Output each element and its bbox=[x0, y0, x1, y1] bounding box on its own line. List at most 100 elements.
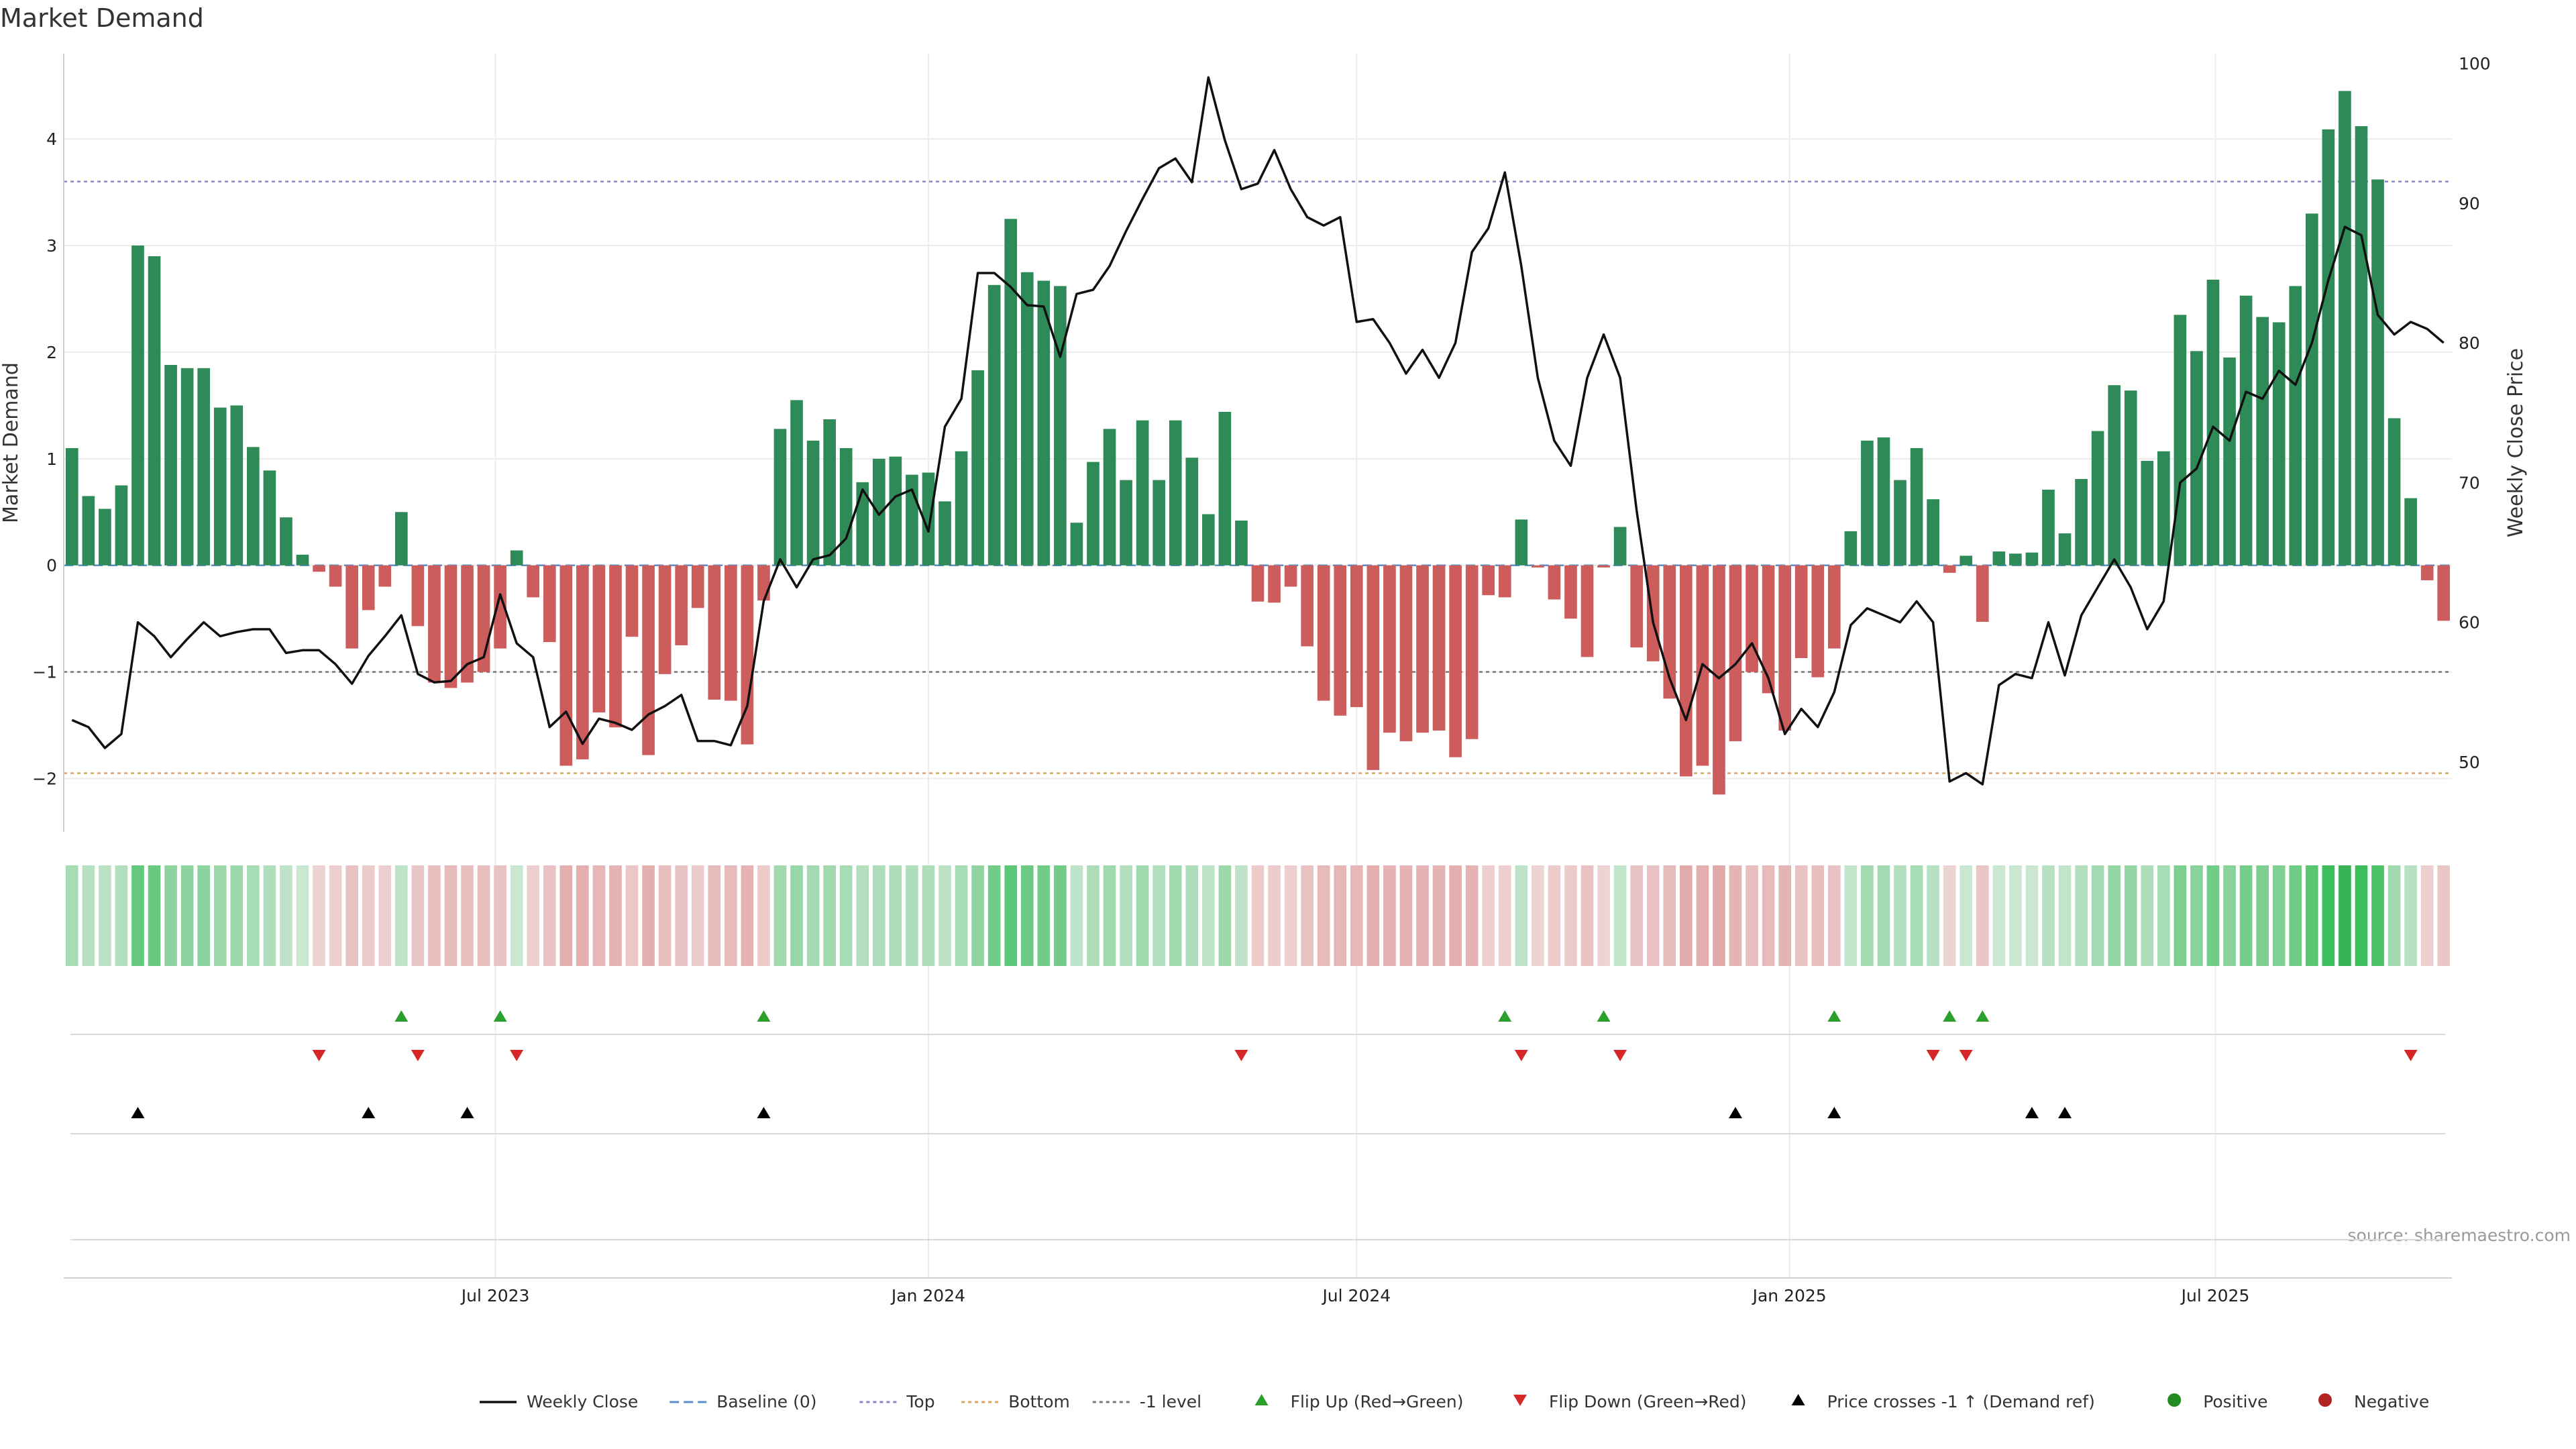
signal-marker bbox=[757, 1107, 771, 1118]
weekly-close-line-path bbox=[71, 76, 2445, 786]
demand-bar bbox=[658, 565, 672, 674]
demand-bars bbox=[65, 91, 2451, 795]
weekly-close-line bbox=[71, 76, 2445, 786]
heat-cell bbox=[2025, 865, 2039, 966]
heat-cell bbox=[1169, 865, 1182, 966]
heat-cell bbox=[2009, 865, 2022, 966]
heat-cell bbox=[1943, 865, 1956, 966]
heat-cell bbox=[2371, 865, 2384, 966]
demand-bar bbox=[642, 565, 655, 755]
heat-cell bbox=[872, 865, 885, 966]
demand-bar bbox=[1399, 565, 1413, 741]
heat-cell bbox=[658, 865, 672, 966]
signal-marker bbox=[2404, 1050, 2418, 1061]
heat-cell bbox=[280, 865, 292, 966]
demand-bar bbox=[1152, 480, 1166, 566]
heat-cell bbox=[1894, 865, 1907, 966]
heat-cell bbox=[576, 865, 589, 966]
legend-marker-swatch bbox=[1791, 1394, 1805, 1405]
demand-bar bbox=[1877, 437, 1890, 566]
demand-bar bbox=[1548, 565, 1561, 600]
heat-cell bbox=[527, 865, 540, 966]
legend-label: Flip Down (Green→Red) bbox=[1549, 1392, 1747, 1411]
heat-cell bbox=[2190, 865, 2203, 966]
y-tick-label: 0 bbox=[46, 556, 57, 576]
demand-bar bbox=[987, 284, 1001, 566]
heat-cell bbox=[856, 865, 869, 966]
heat-cell bbox=[1976, 865, 1989, 966]
demand-bar bbox=[1284, 565, 1297, 587]
heat-cell bbox=[971, 865, 984, 966]
signal-marker bbox=[1613, 1050, 1627, 1061]
heat-cell bbox=[839, 865, 853, 966]
demand-bar bbox=[1054, 286, 1067, 566]
demand-bar bbox=[1976, 565, 1989, 622]
heat-cell bbox=[1383, 865, 1396, 966]
heat-cell bbox=[1218, 865, 1232, 966]
demand-bar bbox=[1317, 565, 1330, 701]
legend-label: Negative bbox=[2354, 1392, 2429, 1411]
heat-cell bbox=[82, 865, 95, 966]
demand-bar bbox=[1120, 480, 1132, 566]
legend-label: Flip Up (Red→Green) bbox=[1291, 1392, 1464, 1411]
heat-cell bbox=[362, 865, 375, 966]
heat-cell bbox=[428, 865, 441, 966]
heat-cell bbox=[1350, 865, 1363, 966]
heat-cell bbox=[642, 865, 655, 966]
heat-cell bbox=[115, 865, 128, 966]
heat-cell bbox=[1811, 865, 1825, 966]
y-axis-label: Market Demand bbox=[0, 362, 23, 523]
demand-bar bbox=[131, 246, 144, 566]
demand-bar bbox=[1366, 565, 1380, 770]
heat-cell bbox=[2223, 865, 2236, 966]
heat-cell bbox=[1613, 865, 1627, 966]
heat-cell bbox=[773, 865, 787, 966]
heat-cell bbox=[411, 865, 425, 966]
demand-bar bbox=[313, 565, 325, 572]
y2-tick-label: 80 bbox=[2459, 333, 2480, 353]
demand-bar bbox=[1432, 565, 1446, 731]
heat-cell bbox=[230, 865, 244, 966]
x-tick-label: Jan 2024 bbox=[890, 1286, 965, 1305]
demand-bar bbox=[1960, 555, 1973, 566]
demand-bar bbox=[2339, 91, 2351, 566]
heat-cell bbox=[263, 865, 276, 966]
demand-bar bbox=[180, 368, 194, 566]
x-tick-label: Jan 2025 bbox=[1752, 1286, 1827, 1305]
demand-bar bbox=[1778, 565, 1791, 731]
axes: −2 −1 0 1 2 3 4 50 60 70 80 90 100 Jul 2023 Jan 2024 Ju… bbox=[32, 54, 2491, 1305]
demand-bar bbox=[2174, 315, 2187, 566]
demand-bar bbox=[1416, 565, 1429, 733]
demand-bar bbox=[148, 256, 161, 566]
heat-cell bbox=[2058, 865, 2072, 966]
heat-cell bbox=[1136, 865, 1149, 966]
heat-cell bbox=[987, 865, 1001, 966]
demand-bar bbox=[2223, 357, 2236, 566]
heat-cell bbox=[1334, 865, 1347, 966]
demand-bar bbox=[1087, 462, 1099, 566]
signal-marker bbox=[2025, 1107, 2039, 1118]
heat-cell bbox=[708, 865, 721, 966]
heat-cell bbox=[1746, 865, 1758, 966]
heat-cell bbox=[2339, 865, 2351, 966]
demand-bar bbox=[1811, 565, 1825, 678]
signal-marker bbox=[1234, 1050, 1248, 1061]
legend-marker-swatch bbox=[2318, 1393, 2332, 1407]
demand-bar bbox=[2305, 213, 2318, 566]
demand-bar bbox=[2256, 317, 2269, 566]
heat-cell bbox=[2239, 865, 2253, 966]
heat-cell bbox=[1680, 865, 1693, 966]
heat-cell bbox=[296, 865, 309, 966]
heat-cell bbox=[906, 865, 918, 966]
heat-cell bbox=[329, 865, 342, 966]
signal-marker bbox=[131, 1107, 145, 1118]
heat-cell bbox=[790, 865, 803, 966]
demand-bar bbox=[2058, 533, 2072, 566]
demand-bar bbox=[213, 407, 227, 566]
x-tick-label: Jul 2024 bbox=[1321, 1286, 1391, 1305]
heat-cell bbox=[823, 865, 836, 966]
heat-cell bbox=[2289, 865, 2302, 966]
heat-cell bbox=[1317, 865, 1330, 966]
demand-bar bbox=[1827, 565, 1841, 649]
